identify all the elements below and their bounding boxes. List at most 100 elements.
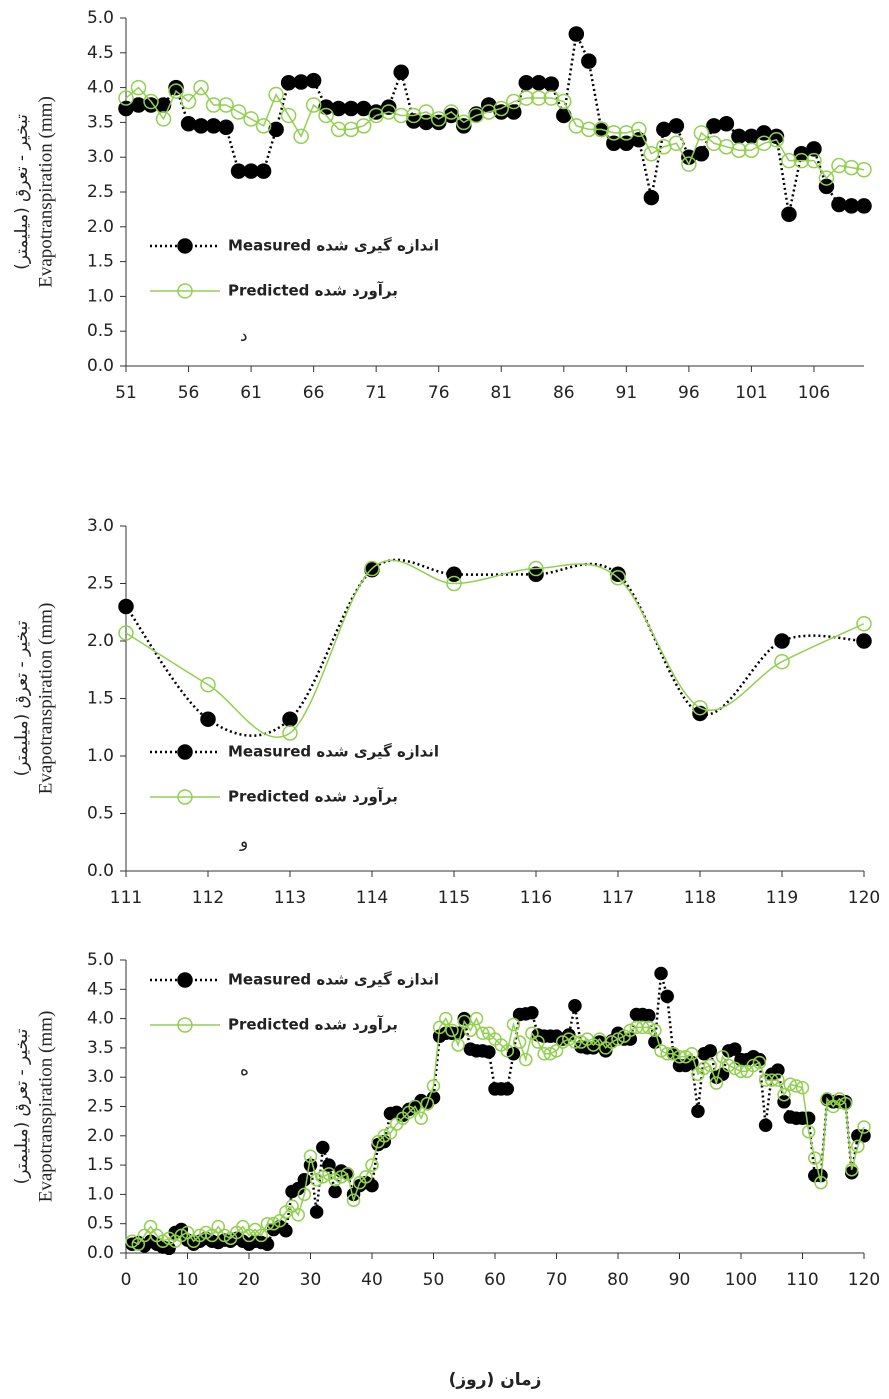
data-point [781, 206, 797, 223]
legend-marker [177, 972, 193, 988]
data-point [426, 1079, 441, 1093]
y-axis-title-fa: تبخیر - تعرق (میلیمتر) [12, 620, 32, 776]
data-point [293, 128, 309, 145]
data-point [205, 97, 222, 113]
data-point [305, 72, 322, 89]
data-point [218, 97, 234, 113]
y-tick-label: 5.0 [87, 950, 114, 970]
y-tick-label: 0.5 [87, 321, 114, 341]
data-point [309, 1173, 324, 1187]
x-axis-title: زمان (روز) [449, 1370, 542, 1390]
data-point [801, 1111, 816, 1125]
data-point [556, 93, 572, 110]
data-point [610, 566, 626, 583]
x-tick-label: 120 [848, 1270, 880, 1290]
data-point [255, 163, 272, 179]
data-point [838, 1096, 853, 1111]
data-point [856, 616, 872, 632]
legend-label: Measured اندازه گیری شده [228, 971, 439, 989]
x-tick-label: 86 [553, 383, 575, 403]
data-point [808, 1151, 822, 1165]
data-point [691, 1104, 705, 1118]
data-point [309, 1205, 324, 1219]
data-point [340, 1167, 355, 1181]
data-point [692, 699, 708, 716]
y-tick-label: 1.5 [87, 252, 114, 272]
data-point [305, 97, 322, 113]
data-point [642, 1020, 656, 1035]
legend-marker [177, 283, 193, 299]
x-tick-label: 119 [766, 888, 798, 908]
data-point [528, 560, 544, 577]
chart: 0.0 0.5 1.0 1.5 2.0 2.5 3.0 3.5 4.0 4.5 5.0 0 10 20 30… [12, 950, 880, 1390]
data-point [654, 1044, 668, 1058]
data-point [660, 989, 674, 1004]
legend-marker [177, 744, 193, 760]
y-tick-label: 1.0 [87, 746, 114, 766]
data-point [771, 1073, 785, 1087]
data-point [752, 1055, 767, 1070]
x-tick-label: 50 [423, 1270, 445, 1290]
y-tick-label: 3.5 [87, 1038, 114, 1058]
data-point [543, 1047, 558, 1061]
data-point [282, 725, 298, 741]
x-tick-label: 81 [490, 383, 512, 403]
data-point [642, 1008, 656, 1023]
data-point [818, 178, 835, 195]
data-point [463, 1023, 478, 1038]
data-point [728, 1042, 742, 1056]
y-tick-label: 5.0 [87, 8, 114, 28]
data-point [377, 1129, 392, 1143]
data-point [365, 1158, 379, 1172]
x-tick-label: 114 [356, 888, 388, 908]
data-point [445, 1023, 459, 1038]
data-point [254, 1228, 269, 1243]
data-point [365, 1178, 379, 1193]
data-point [668, 118, 685, 134]
data-point [781, 152, 797, 169]
series-line [125, 29, 864, 215]
data-point [118, 90, 134, 106]
y-tick-label: 2.5 [87, 1097, 114, 1117]
y-tick-label: 1.5 [87, 689, 114, 709]
data-point [443, 104, 459, 120]
chart: 0.0 0.5 1.0 1.5 2.0 2.5 3.0 3.5 4.0 4.5 5.0 51 56 61 6… [12, 8, 872, 403]
data-point [193, 79, 209, 96]
data-point [611, 1032, 625, 1046]
legend-marker [177, 238, 193, 254]
data-point [718, 116, 735, 132]
data-point [654, 966, 668, 981]
data-point [519, 1052, 533, 1067]
data-point [768, 128, 785, 145]
data-point [531, 90, 547, 106]
x-tick-label: 76 [428, 383, 450, 403]
legend-marker [177, 789, 193, 805]
data-point [531, 1035, 545, 1049]
data-point [692, 705, 708, 722]
data-point [118, 598, 134, 615]
y-tick-label: 3.5 [87, 112, 114, 132]
x-tick-label: 90 [669, 1270, 691, 1290]
data-point [774, 633, 790, 649]
data-point [359, 1170, 373, 1184]
data-point [455, 118, 472, 134]
x-tick-label: 0 [121, 1270, 132, 1290]
data-point [180, 1225, 195, 1240]
data-point [482, 1045, 496, 1059]
data-point [734, 1064, 748, 1079]
x-tick-label: 51 [115, 383, 137, 403]
data-point [721, 1058, 736, 1073]
data-point [562, 1032, 576, 1046]
data-point [291, 1208, 305, 1222]
data-point [610, 570, 626, 586]
data-point [728, 1061, 742, 1076]
data-point [660, 1047, 674, 1061]
series-line [131, 1016, 865, 1246]
data-point [260, 1216, 275, 1231]
data-point [512, 1035, 527, 1049]
data-point [393, 64, 409, 81]
x-tick-label: 10 [177, 1270, 199, 1290]
data-point [623, 1023, 638, 1038]
data-point [131, 1237, 146, 1251]
